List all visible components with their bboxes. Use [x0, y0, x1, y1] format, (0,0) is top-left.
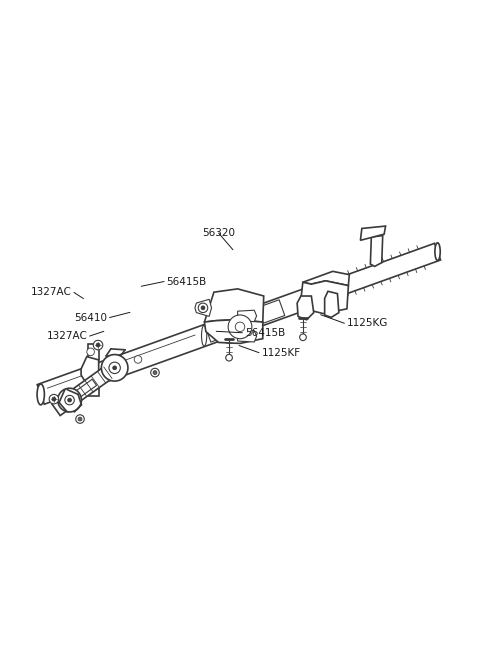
Polygon shape	[205, 300, 285, 342]
Circle shape	[52, 398, 56, 401]
Circle shape	[76, 415, 84, 423]
Polygon shape	[238, 331, 257, 342]
Circle shape	[87, 348, 95, 356]
Text: 56415B: 56415B	[245, 328, 285, 338]
Text: 1327AC: 1327AC	[47, 331, 87, 341]
Polygon shape	[65, 362, 119, 406]
Circle shape	[226, 354, 232, 361]
Text: 1327AC: 1327AC	[31, 287, 72, 297]
Circle shape	[96, 343, 100, 347]
Circle shape	[235, 322, 245, 331]
Polygon shape	[89, 386, 99, 396]
Text: 56320: 56320	[202, 228, 235, 238]
Polygon shape	[301, 281, 348, 314]
Polygon shape	[204, 319, 263, 344]
Circle shape	[113, 366, 117, 370]
Ellipse shape	[202, 325, 207, 346]
Polygon shape	[238, 310, 257, 321]
Circle shape	[65, 396, 74, 405]
Circle shape	[228, 315, 252, 338]
Polygon shape	[88, 344, 99, 360]
Circle shape	[201, 306, 205, 310]
Circle shape	[134, 356, 142, 363]
Polygon shape	[303, 272, 349, 285]
Circle shape	[78, 417, 82, 421]
Polygon shape	[195, 299, 212, 316]
Text: 1125KF: 1125KF	[261, 348, 300, 358]
Circle shape	[109, 362, 120, 373]
Polygon shape	[341, 243, 441, 294]
Circle shape	[93, 340, 103, 350]
Circle shape	[49, 394, 59, 404]
Polygon shape	[360, 226, 385, 240]
Polygon shape	[37, 276, 348, 404]
Ellipse shape	[435, 243, 440, 260]
Polygon shape	[52, 394, 74, 415]
Polygon shape	[324, 291, 339, 318]
Polygon shape	[204, 289, 264, 322]
Circle shape	[198, 303, 208, 312]
Text: 1125KG: 1125KG	[347, 318, 388, 328]
Ellipse shape	[37, 384, 44, 405]
Circle shape	[300, 334, 306, 340]
Polygon shape	[81, 357, 99, 388]
Circle shape	[101, 354, 128, 381]
Text: 56410: 56410	[74, 312, 107, 323]
Circle shape	[58, 388, 82, 412]
Polygon shape	[297, 296, 314, 319]
Polygon shape	[67, 379, 96, 403]
Text: 56415B: 56415B	[167, 277, 207, 287]
Circle shape	[68, 398, 72, 402]
Circle shape	[151, 368, 159, 377]
Polygon shape	[371, 236, 383, 266]
Circle shape	[153, 371, 157, 375]
